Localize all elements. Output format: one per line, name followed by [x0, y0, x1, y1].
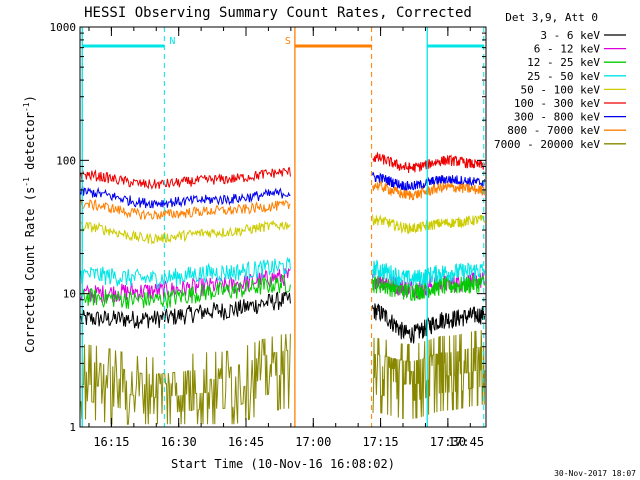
series-8-segment-2: [372, 181, 486, 201]
series-6-segment-2: [372, 151, 486, 174]
axes: 1 10 100 1000 16:15 16:30 16:45 17:00 17:15 17:30…: [50, 21, 487, 449]
series-5-segment-1: [80, 220, 291, 245]
series-8-segment-1: [80, 199, 291, 220]
series-7-segment-1: [80, 185, 291, 209]
legend-header: Det 3,9, Att 0: [505, 11, 598, 24]
series-9: [80, 330, 486, 425]
series-1-segment-1: [80, 291, 291, 329]
x-tick-label-5: 17:15: [363, 435, 399, 449]
y-axis-label: Corrected Count Rate (s-1 detector-1): [22, 95, 37, 353]
series-8: [80, 181, 486, 220]
x-tick-label-2: 16:30: [161, 435, 197, 449]
x-tick-label-7: 17:45: [448, 435, 484, 449]
x-axis-label: Start Time (10-Nov-16 16:08:02): [171, 457, 395, 471]
series-6: [80, 151, 486, 190]
legend-label-1: 3 - 6 keV: [540, 29, 600, 42]
y-tick-label-4: 1000: [50, 21, 77, 34]
series-7-segment-2: [372, 172, 486, 193]
x-tick-label-3: 16:45: [228, 435, 264, 449]
series-5: [80, 214, 486, 245]
series-9-segment-2: [372, 330, 486, 419]
legend-label-6: 100 - 300 keV: [514, 97, 600, 110]
series-3-segment-2: [372, 274, 486, 302]
series-1-segment-2: [372, 303, 486, 344]
chart-title: HESSI Observing Summary Count Rates, Cor…: [84, 5, 472, 21]
legend-label-5: 50 - 100 keV: [521, 83, 601, 96]
series-9-segment-1: [80, 333, 291, 425]
plot-frame: [79, 26, 487, 428]
legend-label-7: 300 - 800 keV: [514, 111, 600, 124]
annotation-label-n: N: [169, 36, 175, 47]
x-tick-label-1: 16:15: [93, 435, 129, 449]
x-tick-label-4: 17:00: [295, 435, 331, 449]
series-3-segment-1: [80, 274, 291, 309]
legend-label-8: 800 - 7000 keV: [507, 124, 600, 137]
series-4-segment-2: [372, 259, 486, 287]
legend-label-3: 12 - 25 keV: [527, 56, 600, 69]
y-tick-label-3: 100: [56, 154, 76, 167]
legend-label-2: 6 - 12 keV: [534, 43, 601, 56]
legend-label-4: 25 - 50 keV: [527, 70, 600, 83]
y-tick-label-2: 10: [63, 288, 76, 301]
x-tick-label-6: 17:30: [430, 435, 466, 449]
series-4: [80, 256, 486, 289]
date-stamp: 30-Nov-2017 18:07: [554, 469, 636, 478]
legend-label-9: 7000 - 20000 keV: [494, 138, 600, 151]
series-3: [80, 274, 486, 309]
series-1: [80, 291, 486, 344]
series-5-segment-2: [372, 214, 486, 235]
series-layer: [80, 151, 486, 425]
series-4-segment-1: [80, 256, 291, 289]
series-6-segment-1: [80, 167, 291, 190]
annotation-label-s: S: [285, 36, 291, 47]
y-tick-label-1: 1: [69, 421, 76, 434]
series-7: [80, 172, 486, 209]
